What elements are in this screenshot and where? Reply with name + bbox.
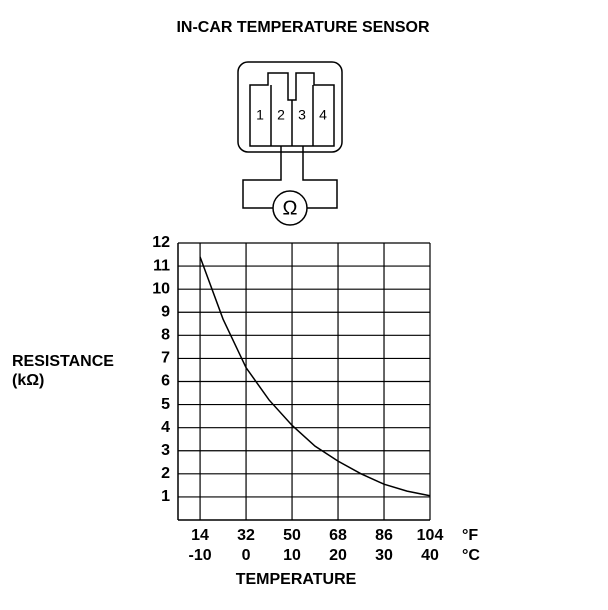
connector — [237, 61, 343, 226]
pin-label: 3 — [298, 107, 306, 123]
y-tick-label: 11 — [153, 257, 170, 274]
y-tick-label: 9 — [161, 303, 170, 320]
y-axis-label: (kΩ) — [12, 372, 44, 389]
x-tick-label: 40 — [421, 547, 439, 564]
x-tick-label: 20 — [329, 547, 347, 564]
y-axis-label: RESISTANCE — [12, 353, 114, 370]
ohmmeter — [272, 190, 308, 226]
x-tick-label: 10 — [283, 547, 301, 564]
x-tick-label: 30 — [375, 547, 393, 564]
chart-title: IN-CAR TEMPERATURE SENSOR — [176, 19, 429, 36]
y-tick-label: 10 — [152, 280, 170, 297]
x2-tick-label: 104 — [417, 527, 444, 544]
y-tick-label: 4 — [161, 419, 170, 436]
x2-unit: °F — [462, 527, 478, 544]
x-tick-label: -10 — [189, 547, 212, 564]
x2-tick-label: 14 — [191, 527, 209, 544]
pin-label: 4 — [319, 107, 327, 123]
connector-face — [249, 72, 335, 147]
y-tick-label: 1 — [161, 488, 170, 505]
connector-housing — [237, 61, 343, 153]
y-tick-label: 5 — [161, 396, 170, 413]
x2-tick-label: 68 — [329, 527, 347, 544]
ohm-symbol: Ω — [283, 197, 298, 219]
x2-tick-label: 50 — [283, 527, 301, 544]
x2-tick-label: 32 — [237, 527, 255, 544]
y-tick-label: 12 — [152, 234, 170, 251]
x-axis-label: TEMPERATURE — [236, 571, 357, 588]
y-tick-label: 8 — [161, 327, 170, 344]
curve — [199, 256, 431, 497]
pin-label: 1 — [256, 107, 264, 123]
x-unit: °C — [462, 547, 480, 564]
x2-tick-label: 86 — [375, 527, 393, 544]
y-tick-label: 3 — [161, 442, 170, 459]
wire — [242, 146, 338, 209]
x-tick-label: 0 — [242, 547, 251, 564]
y-tick-label: 7 — [161, 350, 170, 367]
y-tick-label: 6 — [161, 373, 170, 390]
y-tick-label: 2 — [161, 465, 170, 482]
pin-label: 2 — [277, 107, 285, 123]
